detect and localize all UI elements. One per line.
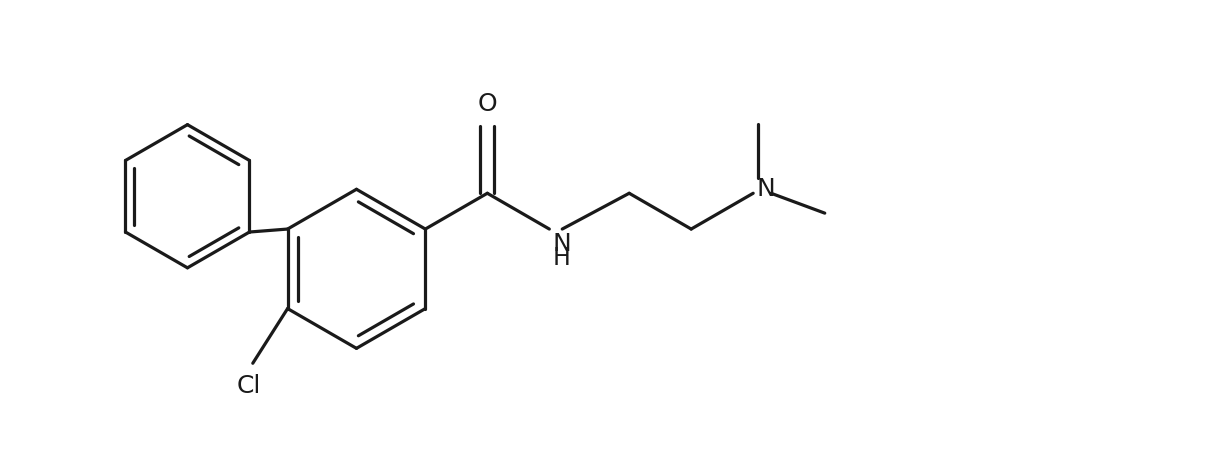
Text: H: H [552, 246, 570, 270]
Text: O: O [478, 91, 497, 116]
Text: N: N [756, 177, 774, 201]
Text: N: N [552, 232, 571, 256]
Text: Cl: Cl [237, 374, 261, 398]
